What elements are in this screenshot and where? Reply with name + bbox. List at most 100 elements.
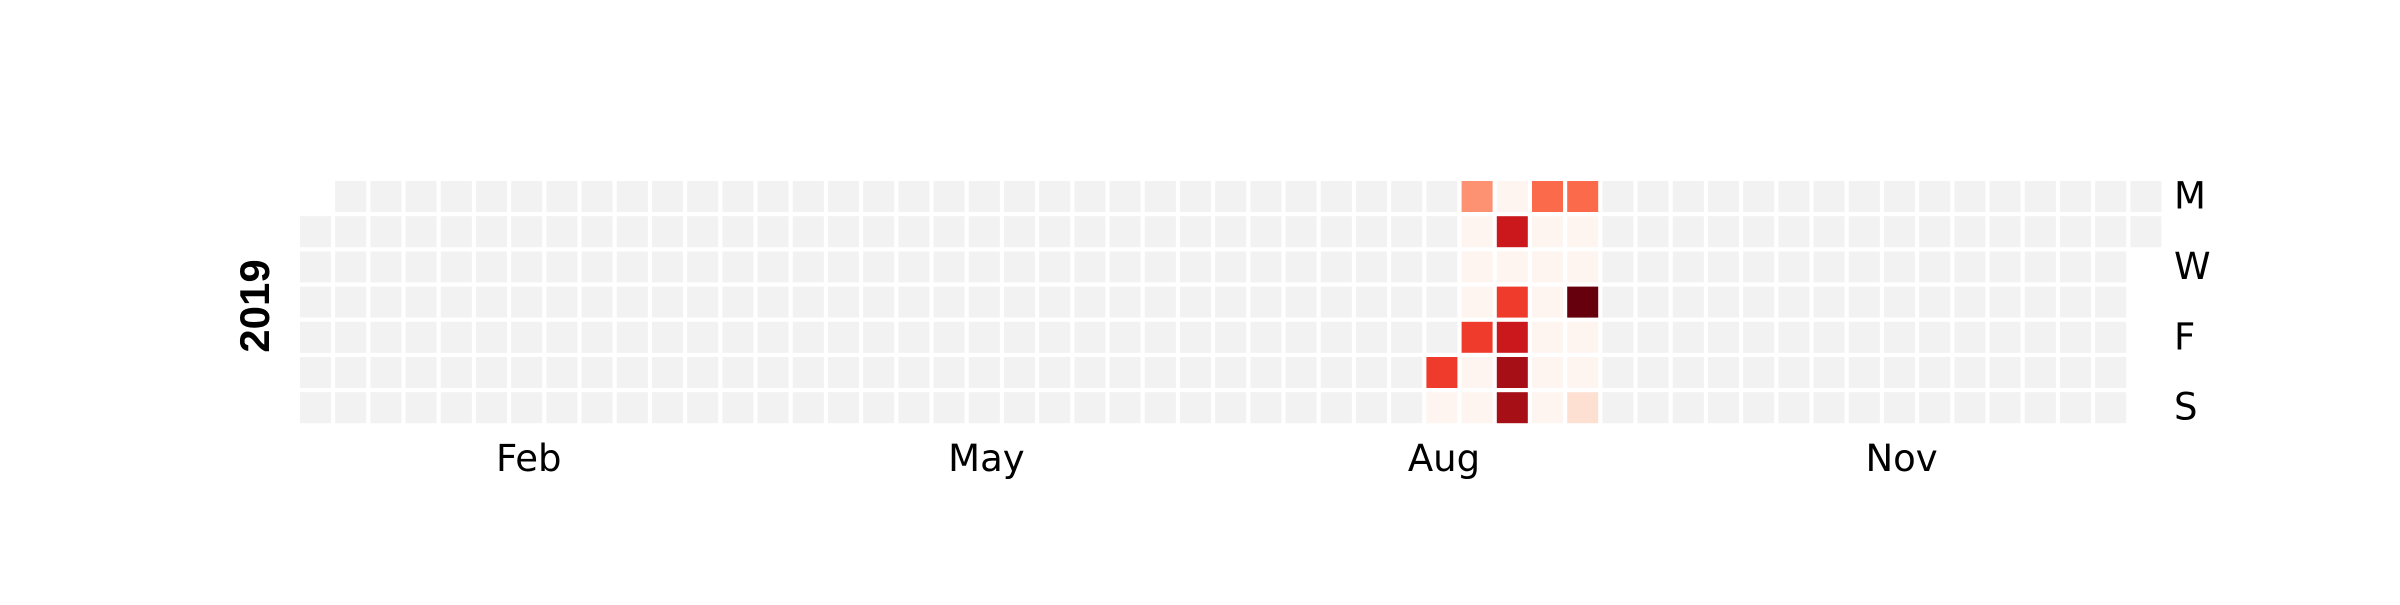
heatmap-cell xyxy=(1743,216,1775,248)
heatmap-cell xyxy=(405,251,437,283)
heatmap-cell-active xyxy=(1496,392,1528,424)
heatmap-cell-active xyxy=(1496,181,1528,212)
heatmap-cell xyxy=(1708,216,1739,248)
heatmap-cell xyxy=(300,321,331,353)
heatmap-cell xyxy=(616,216,648,248)
heatmap-cell xyxy=(1391,321,1423,353)
heatmap-cell xyxy=(687,216,719,248)
heatmap-cell xyxy=(863,392,895,424)
heatmap-cell xyxy=(863,286,895,318)
heatmap-cell xyxy=(1109,251,1141,283)
heatmap-cell xyxy=(2024,251,2056,283)
heatmap-cell xyxy=(722,392,754,424)
heatmap-cell xyxy=(863,321,895,353)
heatmap-cell xyxy=(1391,181,1423,212)
heatmap-cell xyxy=(722,216,754,248)
heatmap-cell xyxy=(652,251,683,283)
heatmap-cell-active xyxy=(1532,251,1563,283)
heatmap-cell xyxy=(1989,321,2021,353)
heatmap-cell xyxy=(1215,216,1247,248)
heatmap-cell-active xyxy=(1461,357,1493,388)
heatmap-cell xyxy=(616,251,648,283)
heatmap-cell xyxy=(1356,251,1387,283)
heatmap-cell xyxy=(757,286,789,318)
heatmap-cell xyxy=(863,357,895,388)
heatmap-cell-active xyxy=(1567,181,1599,212)
heatmap-cell xyxy=(511,216,543,248)
heatmap-cell xyxy=(1672,392,1704,424)
heatmap-cell xyxy=(1180,251,1211,283)
heatmap-cell xyxy=(370,286,402,318)
heatmap-cell xyxy=(405,181,437,212)
heatmap-cell xyxy=(616,286,648,318)
heatmap-cell xyxy=(440,392,472,424)
heatmap-cell xyxy=(1004,321,1035,353)
heatmap-cell xyxy=(1356,286,1387,318)
heatmap-cell xyxy=(1884,357,1915,388)
heatmap-cell xyxy=(2060,357,2091,388)
heatmap-cell xyxy=(1989,181,2021,212)
heatmap-cell xyxy=(335,357,367,388)
heatmap-cell xyxy=(2095,251,2127,283)
heatmap-cell xyxy=(1743,286,1775,318)
heatmap-cell xyxy=(581,251,613,283)
heatmap-cell xyxy=(898,286,930,318)
heatmap-cell-active xyxy=(1532,181,1563,212)
heatmap-cell xyxy=(1919,286,1951,318)
heatmap-cell xyxy=(1708,357,1739,388)
heatmap-cell xyxy=(1884,286,1915,318)
heatmap-cell xyxy=(933,286,965,318)
heatmap-cell xyxy=(1109,181,1141,212)
heatmap-cell xyxy=(1989,357,2021,388)
heatmap-cell xyxy=(1004,357,1035,388)
heatmap-cell xyxy=(863,216,895,248)
heatmap-cell xyxy=(1004,392,1035,424)
heatmap-cell xyxy=(2024,216,2056,248)
heatmap-cell xyxy=(1356,181,1387,212)
heatmap-cell xyxy=(1250,392,1282,424)
heatmap-cell xyxy=(1672,216,1704,248)
weekday-label: W xyxy=(2174,245,2211,288)
heatmap-cell xyxy=(1813,392,1845,424)
heatmap-cell xyxy=(1039,286,1071,318)
heatmap-cell xyxy=(1144,286,1176,318)
heatmap-cell xyxy=(1708,321,1739,353)
heatmap-cell xyxy=(722,251,754,283)
heatmap-cell-active xyxy=(1532,216,1563,248)
heatmap-cell xyxy=(1320,286,1352,318)
heatmap-cell xyxy=(1074,321,1106,353)
heatmap-cell xyxy=(828,392,859,424)
heatmap-cell xyxy=(898,392,930,424)
heatmap-cell xyxy=(1426,286,1458,318)
heatmap-cell xyxy=(581,357,613,388)
heatmap-cell xyxy=(440,216,472,248)
heatmap-cell xyxy=(1708,181,1739,212)
heatmap-cell xyxy=(1602,181,1634,212)
heatmap-cell xyxy=(1215,321,1247,353)
heatmap-cell-active xyxy=(1496,286,1528,318)
heatmap-cell xyxy=(1250,251,1282,283)
heatmap-cell-active xyxy=(1496,251,1528,283)
heatmap-cell xyxy=(792,392,824,424)
heatmap-cell xyxy=(1391,216,1423,248)
heatmap-cell xyxy=(1074,251,1106,283)
heatmap-cell xyxy=(440,181,472,212)
heatmap-cell xyxy=(1039,216,1071,248)
heatmap-cell xyxy=(1919,357,1951,388)
heatmap-cell xyxy=(1215,286,1247,318)
heatmap-cell xyxy=(828,321,859,353)
heatmap-cell xyxy=(1989,251,2021,283)
heatmap-cell xyxy=(1954,216,1986,248)
heatmap-cell xyxy=(1004,181,1035,212)
heatmap-cell-active xyxy=(1426,392,1458,424)
heatmap-cell xyxy=(1778,251,1810,283)
heatmap-cell xyxy=(1919,321,1951,353)
heatmap-cell xyxy=(1954,181,1986,212)
heatmap-cell xyxy=(2060,251,2091,283)
heatmap-cell xyxy=(335,251,367,283)
heatmap-cell xyxy=(1919,181,1951,212)
heatmap-cell xyxy=(898,357,930,388)
heatmap-cell xyxy=(792,216,824,248)
heatmap-cell xyxy=(2060,392,2091,424)
